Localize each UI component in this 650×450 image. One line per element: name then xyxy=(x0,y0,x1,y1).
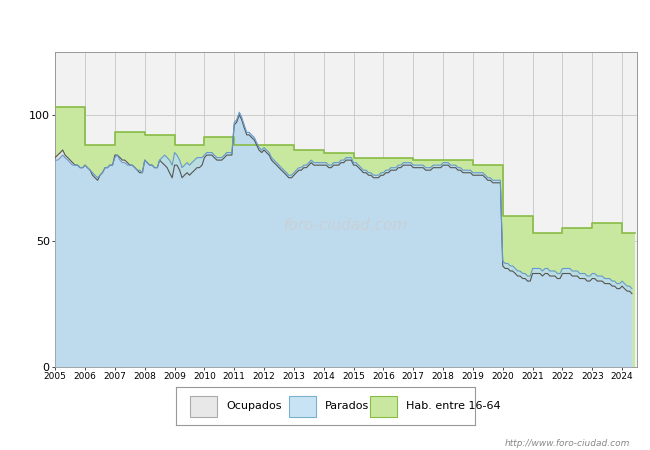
Text: Serón de Nágima - Evolucion de la poblacion en edad de Trabajar Mayo de 2024: Serón de Nágima - Evolucion de la poblac… xyxy=(46,12,604,27)
Text: http://www.foro-ciudad.com: http://www.foro-ciudad.com xyxy=(505,439,630,448)
FancyBboxPatch shape xyxy=(370,396,396,417)
Text: foro-ciudad.com: foro-ciudad.com xyxy=(284,217,408,233)
FancyBboxPatch shape xyxy=(289,396,316,417)
Text: Ocupados: Ocupados xyxy=(226,401,282,411)
Polygon shape xyxy=(55,107,634,367)
Text: Parados: Parados xyxy=(325,401,369,411)
Text: Hab. entre 16-64: Hab. entre 16-64 xyxy=(406,401,500,411)
FancyBboxPatch shape xyxy=(190,396,217,417)
